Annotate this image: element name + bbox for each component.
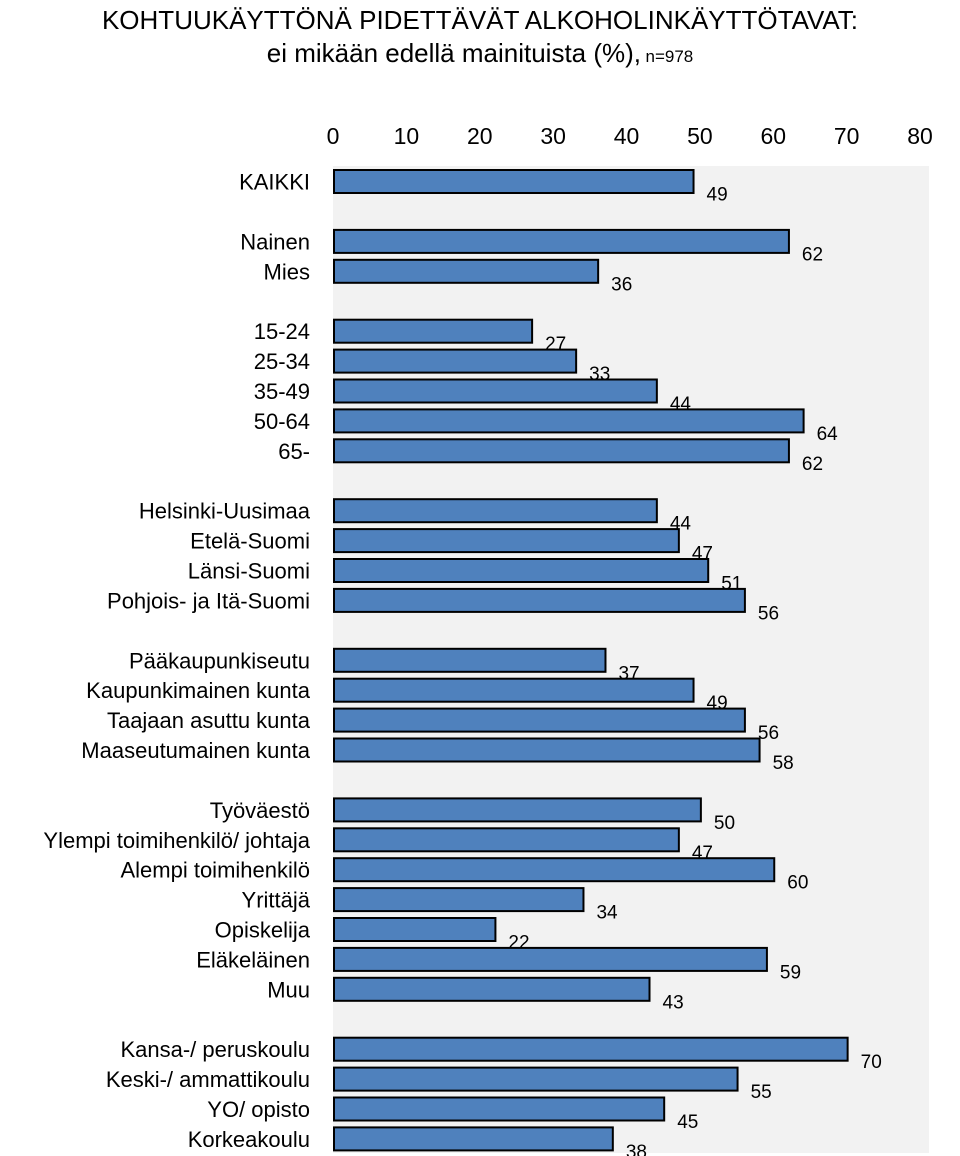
x-tick-label: 70 <box>834 123 860 149</box>
category-label: Yrittäjä <box>242 888 311 913</box>
data-label: 58 <box>773 753 794 774</box>
category-label: Muu <box>267 977 310 1002</box>
bar <box>333 976 651 1002</box>
bar <box>333 857 776 883</box>
category-label: Pääkaupunkiseutu <box>129 648 310 673</box>
x-tick-label: 40 <box>614 123 640 149</box>
bar <box>333 1096 666 1122</box>
data-label: 50 <box>714 813 735 834</box>
bar <box>333 887 585 913</box>
data-label: 59 <box>780 962 801 983</box>
x-tick-label: 50 <box>687 123 713 149</box>
data-label: 49 <box>707 185 728 206</box>
category-label: 65- <box>278 439 310 464</box>
category-label: Kaupunkimainen kunta <box>86 678 311 703</box>
bar <box>333 348 578 374</box>
x-tick-label: 0 <box>327 123 340 149</box>
bar <box>333 827 680 853</box>
category-label: Eläkeläinen <box>196 947 310 972</box>
bar <box>333 917 497 942</box>
category-label: 35-49 <box>254 379 310 404</box>
data-label: 70 <box>861 1052 882 1073</box>
category-label: YO/ opisto <box>207 1097 310 1122</box>
category-label: Helsinki-Uusimaa <box>139 499 311 524</box>
bar <box>333 258 600 284</box>
category-label: 15-24 <box>254 319 310 344</box>
data-label: 60 <box>787 873 808 894</box>
bar <box>333 1066 739 1092</box>
bar <box>333 408 805 434</box>
x-tick-label: 30 <box>540 123 566 149</box>
bar <box>333 797 702 823</box>
bar <box>333 1126 614 1152</box>
data-label: 38 <box>626 1142 647 1156</box>
bar <box>333 438 790 464</box>
bar <box>333 558 710 583</box>
bar <box>333 737 761 763</box>
bar <box>333 318 534 344</box>
bar <box>333 378 658 404</box>
bar <box>333 498 658 524</box>
category-label: KAIKKI <box>239 170 310 195</box>
category-label: Maaseutumainen kunta <box>81 738 310 763</box>
bar <box>333 707 746 733</box>
category-label: Korkeakoulu <box>188 1127 310 1152</box>
data-label: 64 <box>817 424 839 445</box>
x-tick-label: 20 <box>467 123 493 149</box>
x-tick-label: 60 <box>760 123 786 149</box>
category-label: Alempi toimihenkilö <box>120 858 310 883</box>
category-label: Keski-/ ammattikoulu <box>106 1067 310 1092</box>
bar <box>333 677 695 703</box>
category-label: 50-64 <box>254 409 310 434</box>
bar <box>333 528 680 554</box>
bar <box>333 647 607 673</box>
category-label: Pohjois- ja Itä-Suomi <box>107 588 310 613</box>
data-label: 56 <box>758 603 779 624</box>
chart-title-block: KOHTUUKÄYTTÖNÄ PIDETTÄVÄT ALKOHOLINKÄYTT… <box>0 4 960 74</box>
x-tick-label: 10 <box>394 123 420 149</box>
bar <box>333 228 790 254</box>
chart-title: KOHTUUKÄYTTÖNÄ PIDETTÄVÄT ALKOHOLINKÄYTT… <box>101 5 859 35</box>
chart-subtitle: ei mikään edellä mainituista (%), <box>266 38 642 68</box>
data-label: 56 <box>758 723 779 744</box>
sample-size-label: n=978 <box>645 47 694 66</box>
category-label: Kansa-/ peruskoulu <box>120 1037 310 1062</box>
category-label: Nainen <box>240 229 310 254</box>
data-label: 55 <box>751 1082 772 1103</box>
category-label: 25-34 <box>254 349 310 374</box>
category-label: Mies <box>264 259 310 284</box>
bar <box>333 946 768 972</box>
category-label: Työväestö <box>210 798 310 823</box>
data-label: 62 <box>802 244 823 265</box>
category-label: Etelä-Suomi <box>190 529 310 554</box>
data-label: 62 <box>802 454 823 475</box>
x-tick-label: 80 <box>907 123 933 149</box>
data-label: 45 <box>677 1112 698 1133</box>
category-label: Taajaan asuttu kunta <box>107 708 311 733</box>
data-label: 36 <box>611 274 632 295</box>
bar <box>333 587 746 613</box>
bar <box>333 169 695 194</box>
data-label: 43 <box>663 992 684 1013</box>
bar <box>333 1036 849 1062</box>
category-label: Länsi-Suomi <box>188 559 310 584</box>
data-label: 34 <box>596 903 618 924</box>
category-label: Ylempi toimihenkilö/ johtaja <box>43 828 310 853</box>
category-label: Opiskelija <box>215 918 311 943</box>
